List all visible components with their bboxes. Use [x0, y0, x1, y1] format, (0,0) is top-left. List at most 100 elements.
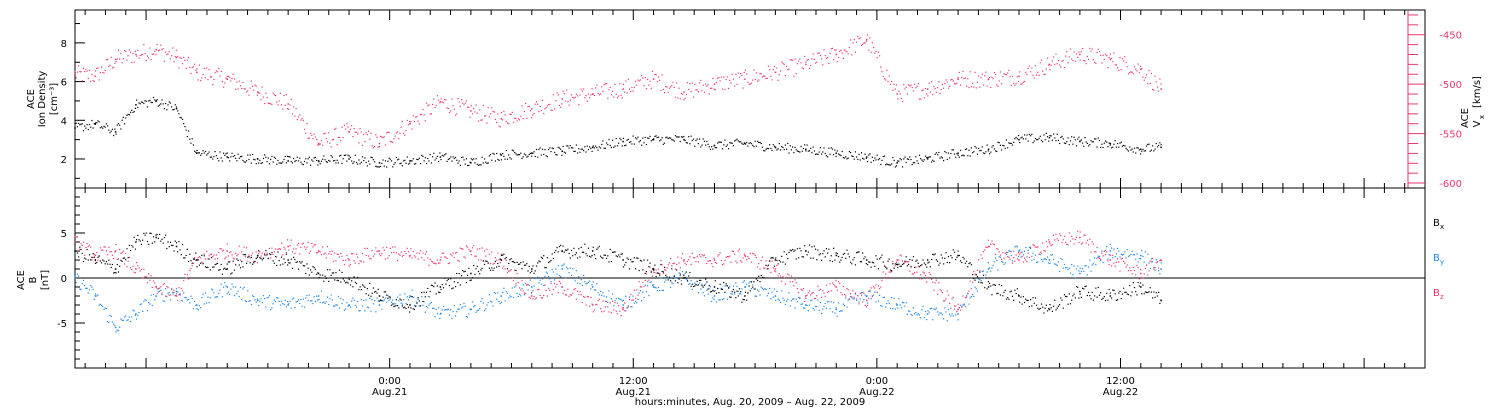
bz-sample	[921, 278, 923, 280]
bx-point	[1018, 295, 1020, 297]
legend-subscript: x	[1440, 223, 1444, 231]
density-sample	[926, 156, 928, 159]
velocity-sample	[574, 96, 576, 98]
bz-sample	[1010, 251, 1012, 253]
by-sample	[1003, 263, 1005, 265]
velocity-sample	[808, 67, 811, 70]
density-sample	[413, 163, 416, 165]
density-sample	[398, 158, 400, 160]
bx-sample	[235, 264, 237, 266]
by-sample	[785, 300, 788, 302]
density-sample	[1106, 141, 1108, 143]
by-sample	[1051, 254, 1053, 256]
velocity-sample	[978, 75, 980, 77]
bz-sample	[213, 254, 215, 256]
density-sample	[1080, 139, 1082, 141]
bz-sample	[75, 236, 77, 238]
density-sample	[631, 143, 633, 145]
velocity-sample	[215, 70, 217, 72]
bz-sample	[1073, 243, 1075, 245]
bx-sample	[581, 251, 584, 253]
bz-sample	[863, 292, 865, 294]
bx-sample	[1131, 291, 1133, 293]
by-sample	[464, 305, 466, 307]
by-point	[94, 295, 97, 297]
density-sample	[698, 138, 701, 140]
velocity-sample	[433, 98, 435, 100]
velocity-sample	[636, 84, 638, 86]
bx-sample	[359, 286, 361, 288]
velocity-sample	[625, 80, 627, 82]
density-sample	[725, 145, 727, 147]
by-sample	[190, 295, 192, 297]
velocity-sample	[1004, 73, 1006, 76]
density-sample	[794, 146, 796, 148]
bz-sample	[892, 261, 894, 263]
velocity-sample	[491, 107, 493, 109]
velocity-sample	[236, 81, 238, 83]
velocity-sample	[88, 69, 91, 72]
density-sample	[1124, 145, 1126, 147]
bz-sample	[191, 265, 193, 267]
density-sample	[727, 148, 730, 150]
bz-sample	[425, 251, 428, 253]
velocity-point	[256, 91, 259, 93]
density-sample	[758, 141, 760, 144]
density-sample	[649, 135, 651, 138]
density-sample	[866, 160, 869, 163]
velocity-sample	[866, 34, 869, 36]
by-sample	[712, 297, 714, 299]
bx-sample	[266, 254, 268, 256]
bz-sample	[242, 253, 244, 256]
velocity-sample	[207, 78, 209, 81]
by-sample	[366, 306, 368, 308]
bx-sample	[663, 266, 666, 268]
bx-sample	[909, 258, 911, 261]
by-sample	[744, 286, 747, 288]
by-sample	[590, 288, 592, 290]
bz-sample	[427, 257, 429, 259]
bz-sample	[326, 245, 329, 248]
bz-sample	[1131, 273, 1133, 275]
bz-sample	[859, 292, 861, 294]
velocity-sample	[186, 59, 188, 61]
velocity-sample	[224, 82, 226, 84]
velocity-sample	[377, 146, 379, 148]
bz-sample	[1108, 264, 1110, 266]
by-sample	[1068, 267, 1070, 270]
bx-sample	[81, 252, 83, 254]
density-sample	[1061, 135, 1063, 138]
bz-sample	[869, 289, 871, 291]
density-sample	[556, 154, 558, 156]
density-sample	[819, 147, 822, 149]
velocity-sample	[796, 63, 799, 65]
bx-sample	[516, 261, 518, 263]
bz-sample	[591, 303, 593, 305]
by-sample	[1158, 270, 1160, 272]
bx-sample	[537, 262, 539, 264]
bx-sample	[1138, 285, 1140, 287]
bx-sample	[962, 256, 964, 258]
bz-sample	[100, 249, 103, 251]
density-point	[287, 160, 289, 162]
by-sample	[465, 315, 468, 318]
density-sample	[274, 157, 277, 159]
bx-sample	[649, 262, 651, 264]
bz-sample	[1137, 267, 1139, 269]
by-sample	[770, 298, 772, 300]
velocity-sample	[763, 75, 765, 77]
bx-sample	[375, 290, 377, 293]
by-sample	[399, 294, 401, 296]
density-sample	[459, 164, 461, 166]
by-sample	[1114, 256, 1116, 258]
by-sample	[137, 314, 139, 317]
bz-sample	[1050, 244, 1052, 247]
bx-sample	[380, 299, 382, 301]
density-sample	[351, 160, 353, 162]
by-sample	[612, 293, 614, 295]
bz-sample	[248, 254, 250, 256]
density-sample	[183, 123, 185, 125]
velocity-sample	[1008, 69, 1010, 71]
by-sample	[463, 302, 465, 305]
density-point	[652, 138, 655, 141]
